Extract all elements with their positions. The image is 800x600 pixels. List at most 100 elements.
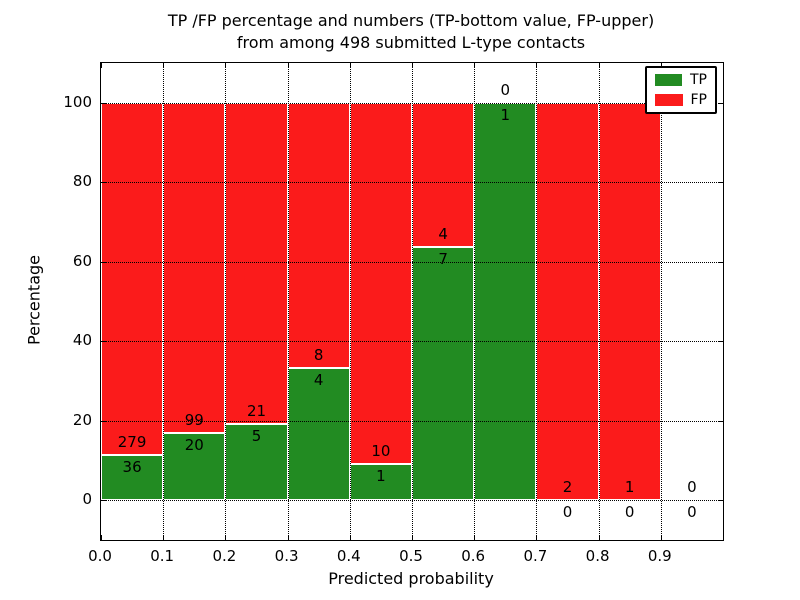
- x-tick-label: 0.5: [399, 547, 423, 565]
- fp-count-label: 1: [624, 478, 635, 497]
- bar-fp: [101, 102, 164, 455]
- tp-color-swatch: [655, 74, 682, 86]
- bar-fp: [598, 102, 661, 501]
- y-tick-label: 80: [72, 172, 92, 191]
- y-tick-label: 60: [72, 251, 92, 270]
- tp-count-label: 0: [624, 503, 635, 522]
- gridline-x: [412, 63, 413, 540]
- tick-y-right: [718, 102, 723, 104]
- tick-y-left: [101, 341, 106, 343]
- bar-fp: [412, 102, 475, 248]
- tick-x-top: [101, 63, 102, 68]
- chart-title-line2: from among 498 submitted L-type contacts: [236, 33, 586, 52]
- tick-x-top: [163, 63, 165, 68]
- tick-x-top: [536, 63, 538, 68]
- bar-fp: [349, 102, 412, 465]
- fp-count-label: 8: [313, 345, 324, 364]
- legend-item-tp: TP: [655, 73, 707, 87]
- fp-count-label: 279: [117, 432, 147, 451]
- bar-tp: [412, 247, 475, 501]
- tick-x-top: [598, 63, 600, 68]
- tick-y-right: [718, 420, 723, 422]
- x-tick-label: 0.6: [461, 547, 486, 565]
- tick-x-top: [349, 63, 351, 68]
- tick-x-bottom: [660, 535, 662, 540]
- plot-area: 279 36 99 20 21 5 8 4 10 1 4 7 0 1 2 0 1 0 0 0: [100, 62, 724, 541]
- tick-x-bottom: [598, 535, 600, 540]
- tick-y-left: [101, 182, 106, 184]
- fp-count-label: 2: [562, 478, 573, 497]
- x-tick-label: 0.3: [274, 547, 299, 565]
- chart-title: TP /FP percentage and numbers (TP-bottom…: [100, 10, 722, 54]
- tick-x-top: [287, 63, 289, 68]
- tp-count-label: 1: [376, 467, 386, 486]
- x-tick-label: 0.8: [585, 547, 610, 565]
- tick-x-top: [225, 63, 227, 68]
- tp-count-label: 0: [562, 503, 573, 522]
- bar-fp: [163, 102, 226, 434]
- y-tick-label: 0: [82, 490, 92, 509]
- legend-item-fp: FP: [655, 93, 707, 107]
- tick-x-top: [474, 63, 476, 68]
- chart-title-line1: TP /FP percentage and numbers (TP-bottom…: [167, 11, 655, 30]
- bar-fp: [287, 102, 350, 368]
- tick-y-right: [718, 261, 723, 263]
- tp-count-label: 1: [500, 105, 511, 124]
- fp-count-label: 0: [500, 80, 511, 99]
- tick-x-bottom: [349, 535, 351, 540]
- tp-count-label: 36: [122, 457, 142, 476]
- bar-tp: [163, 433, 226, 501]
- tick-x-bottom: [287, 535, 289, 540]
- tick-x-bottom: [101, 535, 102, 540]
- y-tick-label: 100: [63, 92, 92, 111]
- bar-tp: [474, 102, 537, 501]
- x-tick-label: 0.7: [523, 547, 548, 565]
- tick-y-left: [101, 261, 106, 263]
- y-tick-label: 20: [72, 410, 92, 429]
- bar-fp: [536, 102, 599, 501]
- tick-y-right: [718, 341, 723, 343]
- legend-label-tp: TP: [690, 72, 707, 88]
- gridline-x: [660, 63, 662, 540]
- tick-x-bottom: [412, 535, 413, 540]
- tick-x-bottom: [536, 535, 538, 540]
- gridline-x: [225, 63, 227, 540]
- tick-x-bottom: [474, 535, 476, 540]
- fp-color-swatch: [655, 94, 683, 106]
- fp-count-label: 21: [246, 401, 267, 420]
- tick-y-left: [101, 102, 106, 104]
- x-tick-label: 0.1: [150, 547, 175, 565]
- bar-tp: [287, 367, 350, 501]
- fp-count-label: 4: [438, 225, 448, 244]
- x-tick-label: 0.2: [212, 547, 237, 565]
- gridline-x: [287, 63, 289, 540]
- tp-count-label: 4: [313, 370, 324, 389]
- tick-x-top: [412, 63, 413, 68]
- legend-label-fp: FP: [690, 92, 708, 108]
- gridline-x: [474, 63, 476, 540]
- tick-y-left: [101, 420, 106, 422]
- tp-count-label: 20: [184, 436, 204, 455]
- x-tick-label: 0.4: [336, 547, 361, 565]
- tick-y-right: [718, 182, 723, 184]
- fp-count-label: 10: [371, 442, 391, 461]
- legend: TP FP: [645, 66, 717, 114]
- x-axis-label: Predicted probability: [328, 569, 494, 588]
- fp-count-label: 0: [687, 478, 697, 497]
- gridline-x: [598, 63, 600, 540]
- tick-x-top: [660, 63, 662, 68]
- tick-y-right: [718, 500, 723, 502]
- tp-count-label: 0: [687, 503, 697, 522]
- fp-count-label: 99: [184, 411, 204, 430]
- gridline-x: [536, 63, 538, 540]
- y-axis-label: Percentage: [24, 254, 44, 346]
- tick-x-bottom: [163, 535, 165, 540]
- y-tick-label: 40: [72, 331, 92, 350]
- gridline-x: [349, 63, 351, 540]
- gridline-x: [163, 63, 165, 540]
- tp-count-label: 5: [251, 426, 262, 445]
- tp-count-label: 7: [438, 250, 448, 269]
- bar-fp: [225, 102, 288, 424]
- tick-x-bottom: [225, 535, 227, 540]
